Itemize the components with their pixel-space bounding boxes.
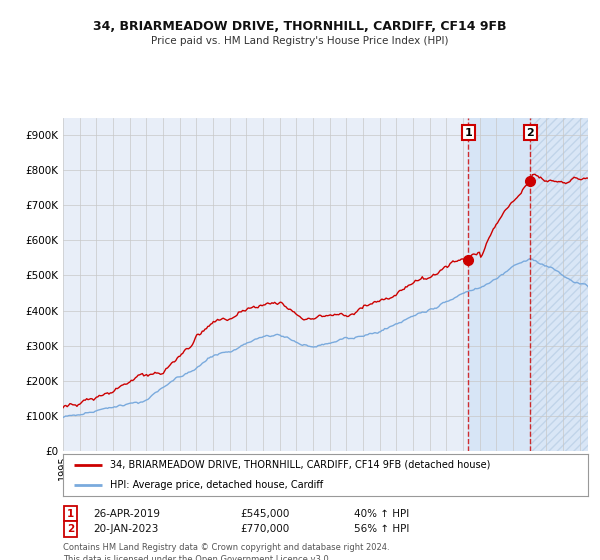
Text: 2: 2 (527, 128, 535, 138)
Bar (530, 118, 588, 451)
Text: £545,000: £545,000 (240, 508, 289, 519)
Text: Price paid vs. HM Land Registry's House Price Index (HPI): Price paid vs. HM Land Registry's House … (151, 36, 449, 46)
Text: 26-APR-2019: 26-APR-2019 (93, 508, 160, 519)
Bar (469, 118, 530, 451)
Text: 56% ↑ HPI: 56% ↑ HPI (354, 524, 409, 534)
Text: 20-JAN-2023: 20-JAN-2023 (93, 524, 158, 534)
Text: 40% ↑ HPI: 40% ↑ HPI (354, 508, 409, 519)
Text: 1: 1 (67, 508, 74, 519)
Text: Contains HM Land Registry data © Crown copyright and database right 2024.
This d: Contains HM Land Registry data © Crown c… (63, 543, 389, 560)
Text: HPI: Average price, detached house, Cardiff: HPI: Average price, detached house, Card… (110, 480, 323, 490)
Text: 1: 1 (464, 128, 472, 138)
Text: 34, BRIARMEADOW DRIVE, THORNHILL, CARDIFF, CF14 9FB (detached house): 34, BRIARMEADOW DRIVE, THORNHILL, CARDIF… (110, 460, 491, 470)
Text: £770,000: £770,000 (240, 524, 289, 534)
Text: 2: 2 (67, 524, 74, 534)
Text: 34, BRIARMEADOW DRIVE, THORNHILL, CARDIFF, CF14 9FB: 34, BRIARMEADOW DRIVE, THORNHILL, CARDIF… (93, 20, 507, 32)
